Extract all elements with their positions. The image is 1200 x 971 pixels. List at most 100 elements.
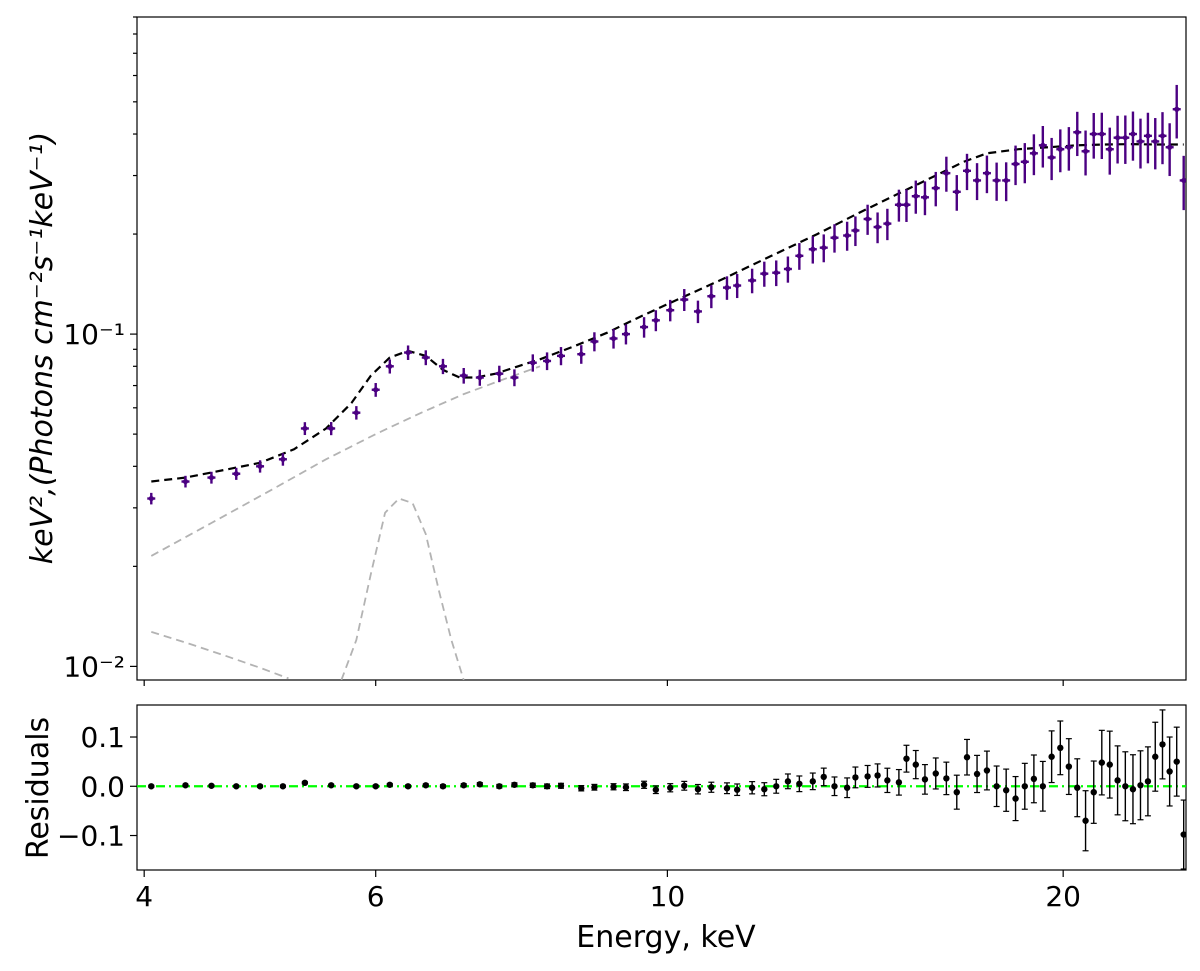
residual-point [667, 783, 674, 793]
point-marker [1048, 753, 1055, 760]
spectrum-y-axis-label: keV²,(Photons cm⁻²s⁻¹keV⁻¹) [25, 132, 60, 564]
point-marker [895, 779, 903, 786]
point-marker [864, 773, 871, 780]
x-tick-label: 10 [650, 880, 686, 913]
point-marker [784, 778, 792, 785]
x-tick-label: 6 [367, 880, 385, 913]
point-marker [353, 783, 360, 790]
residual-point [983, 750, 991, 791]
point-marker [1099, 131, 1105, 137]
residual-point [372, 783, 379, 790]
point-marker [610, 335, 617, 342]
point-marker [983, 767, 991, 774]
residual-point [578, 784, 585, 792]
point-marker [1130, 131, 1136, 137]
residual-point [973, 754, 981, 794]
point-marker [578, 351, 584, 357]
data-point [385, 359, 394, 374]
point-marker [708, 293, 714, 299]
residual-point [1098, 729, 1106, 796]
spectrum-panel: 10⁻² 10⁻¹ keV²,(Photons cm⁻²s⁻¹keV⁻¹) [25, 16, 1187, 686]
data-point [1029, 134, 1038, 176]
residual-point [784, 773, 792, 790]
residual-point [1152, 721, 1159, 792]
data-point [1097, 112, 1106, 160]
data-point [640, 317, 649, 338]
series-line-2 [150, 365, 541, 557]
point-marker [984, 170, 990, 176]
point-marker [852, 774, 859, 781]
point-marker [963, 754, 971, 761]
data-point [459, 368, 468, 384]
data-point [992, 162, 1001, 201]
x-tick-label: 20 [1045, 880, 1081, 913]
data-point [952, 175, 961, 211]
residual-point [233, 783, 240, 790]
point-marker [373, 387, 379, 393]
point-marker [1181, 177, 1186, 184]
point-marker [943, 775, 950, 782]
data-point [207, 471, 216, 484]
point-marker [182, 478, 189, 485]
point-marker [964, 168, 970, 174]
point-marker [1065, 763, 1073, 770]
residual-point [1074, 758, 1081, 818]
point-marker [796, 253, 802, 259]
point-marker [652, 786, 660, 793]
data-point [495, 365, 504, 383]
data-point [1047, 137, 1056, 181]
point-marker [896, 202, 902, 208]
series-line-4 [151, 631, 289, 680]
point-marker [279, 783, 287, 790]
y-tick-label: 0.0 [80, 770, 125, 803]
residual-point [422, 782, 429, 789]
residual-point [610, 783, 617, 791]
data-point [543, 352, 552, 371]
point-marker [440, 363, 446, 369]
point-marker [1137, 782, 1144, 789]
data-point [772, 260, 781, 287]
residual-point [460, 782, 467, 789]
point-marker [1180, 831, 1186, 838]
data-point [181, 475, 190, 488]
residual-point [796, 775, 803, 793]
point-marker [353, 410, 359, 416]
point-marker [405, 349, 411, 356]
residual-point [761, 782, 768, 797]
residual-point [1082, 790, 1089, 852]
point-marker [1174, 106, 1180, 112]
data-point [1038, 126, 1047, 168]
point-marker [821, 245, 827, 251]
data-point [843, 221, 852, 251]
data-point [795, 243, 804, 270]
point-marker [913, 193, 919, 199]
data-point [1020, 143, 1029, 184]
point-marker [653, 317, 659, 323]
point-marker [933, 185, 939, 191]
data-point [1121, 115, 1130, 164]
point-marker [761, 786, 768, 793]
residual-point [874, 763, 881, 788]
data-point [693, 300, 702, 324]
data-point [783, 256, 792, 283]
point-marker [1114, 777, 1121, 784]
data-point [982, 155, 991, 194]
point-marker [1173, 758, 1180, 765]
data-point [438, 358, 447, 375]
data-point [819, 234, 828, 263]
residual-point [404, 783, 412, 790]
point-marker [1122, 135, 1128, 141]
residual-point [148, 783, 155, 790]
data-point [621, 324, 630, 345]
point-marker [1114, 135, 1121, 141]
y-tick-label: 10⁻¹ [63, 318, 125, 351]
point-marker [233, 783, 240, 790]
residual-point [1122, 751, 1129, 822]
data-point [1002, 162, 1011, 202]
residual-point [864, 764, 871, 788]
point-marker [667, 784, 674, 791]
point-marker [1144, 778, 1152, 785]
point-marker [761, 271, 767, 277]
point-marker [773, 783, 780, 790]
point-marker [461, 373, 467, 379]
